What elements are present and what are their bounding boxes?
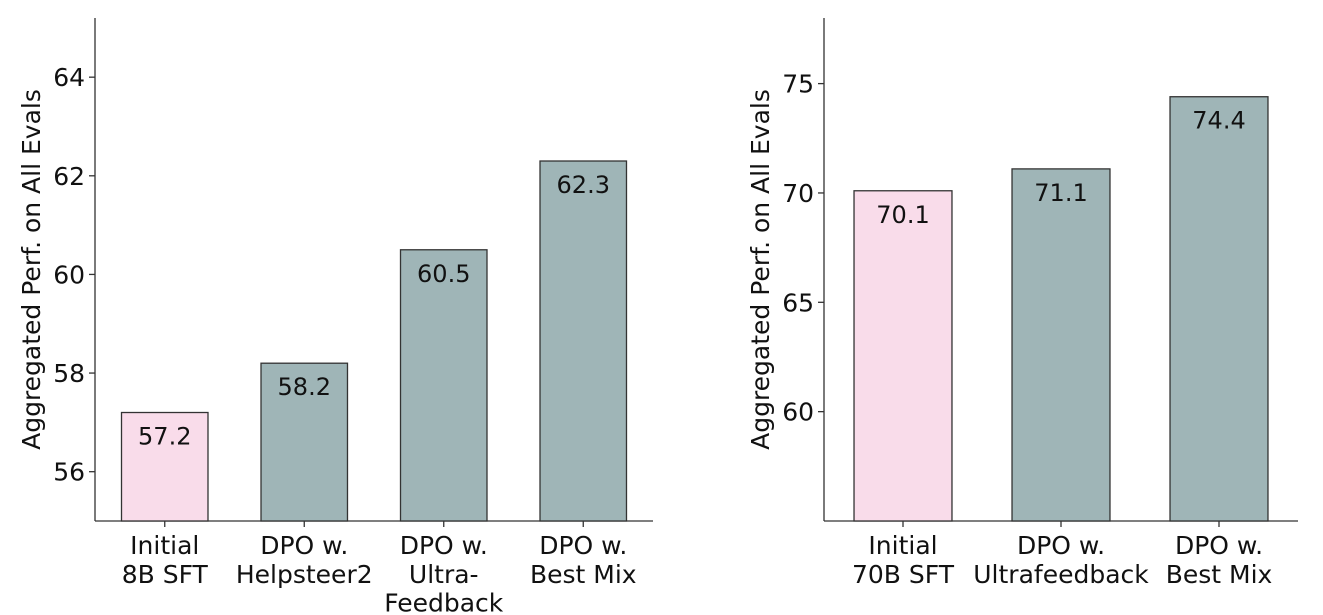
bar (399, 249, 488, 522)
bar (539, 160, 628, 522)
y-axis-label: Aggregated Perf. on All Evals (17, 89, 46, 450)
y-tick-label: 56 (53, 458, 85, 487)
x-tick-label: Initial 8B SFT (122, 531, 209, 589)
value-label: 58.2 (278, 373, 331, 401)
y-tick-label: 62 (53, 162, 85, 191)
value-label: 57.2 (138, 423, 191, 451)
bar (260, 362, 349, 522)
x-tick-label: DPO w. Best Mix (530, 531, 637, 589)
y-tick-label: 65 (782, 288, 814, 317)
value-label: 74.4 (1192, 107, 1245, 135)
x-tick-label: DPO w. Ultra-Feedback (384, 531, 504, 615)
y-tick-label: 60 (782, 398, 814, 427)
x-tick-label: DPO w. Helpsteer2 (236, 531, 373, 589)
y-tick-label: 75 (782, 70, 814, 99)
bar (853, 190, 953, 522)
y-tick-label: 64 (53, 63, 85, 92)
y-tick-label: 58 (53, 359, 85, 388)
bar (1011, 168, 1111, 522)
x-tick-label: DPO w. Best Mix (1166, 531, 1273, 589)
value-label: 60.5 (417, 260, 470, 288)
bar (120, 411, 209, 522)
x-tick-label: DPO w. Ultrafeedback (973, 531, 1149, 589)
x-tick-label: Initial 70B SFT (852, 531, 955, 589)
y-axis-label: Aggregated Perf. on All Evals (746, 89, 775, 450)
value-label: 71.1 (1034, 179, 1087, 207)
value-label: 62.3 (557, 171, 610, 199)
y-tick-label: 70 (782, 179, 814, 208)
bar (1169, 96, 1269, 522)
y-tick-label: 60 (53, 260, 85, 289)
value-label: 70.1 (876, 201, 929, 229)
